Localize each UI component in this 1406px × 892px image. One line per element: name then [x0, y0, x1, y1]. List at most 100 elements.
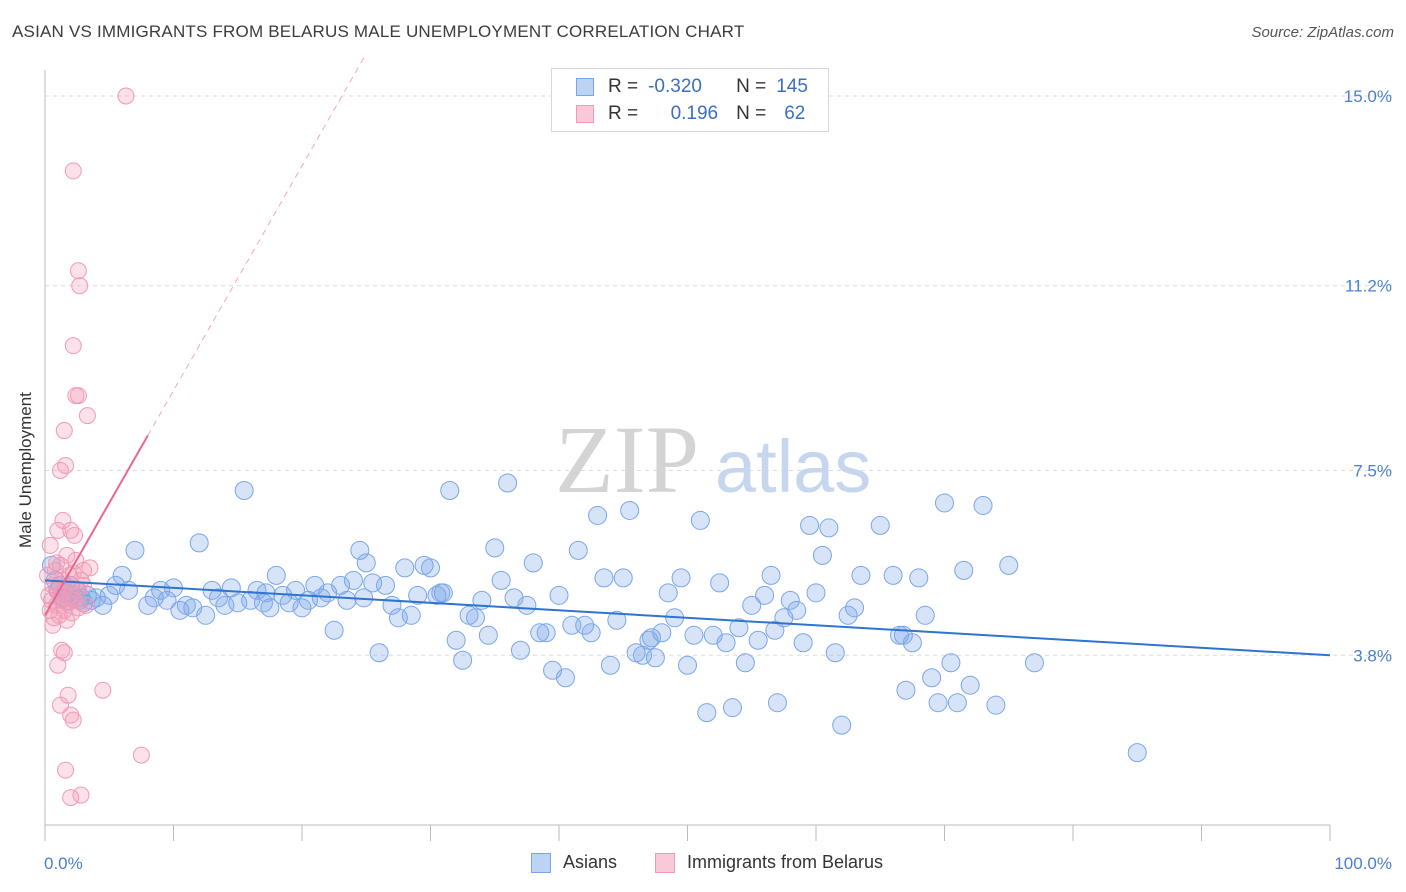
asian-point: [767, 693, 787, 713]
source-label: Source: ZipAtlas.com: [1251, 24, 1394, 41]
legend-row-belarus: R = 0.196 N = 62: [576, 102, 805, 126]
belarus-point: [81, 559, 99, 577]
asian-point: [446, 630, 466, 650]
bottom-legend-asians-label: Asians: [563, 852, 618, 872]
chart-title: ASIAN VS IMMIGRANTS FROM BELARUS MALE UN…: [12, 22, 745, 41]
asian-point: [292, 598, 312, 618]
belarus-point: [69, 262, 87, 280]
asian-point: [755, 585, 775, 605]
asian-point: [208, 588, 228, 608]
legend-r-value: 0.196: [670, 103, 719, 124]
asian-point: [234, 480, 254, 500]
asian-point: [742, 595, 762, 615]
belarus-point: [71, 277, 89, 295]
asian-point: [568, 540, 588, 560]
asian-point: [870, 515, 890, 535]
asian-point: [440, 480, 460, 500]
asian-point: [395, 558, 415, 578]
asian-point: [928, 693, 948, 713]
asian-point: [401, 605, 421, 625]
asian-point: [588, 505, 608, 525]
asian-point: [607, 610, 627, 630]
legend-swatch-asians: [576, 78, 594, 96]
asian-point: [671, 568, 691, 588]
asian-point: [431, 583, 451, 603]
belarus-point: [64, 711, 82, 729]
belarus-point: [66, 526, 84, 544]
asian-point: [421, 558, 440, 578]
belarus-point: [41, 536, 59, 554]
correlation-legend: R = -0.320 N = 145 R = 0.196 N = 62: [551, 68, 829, 132]
legend-n-label: N =: [736, 76, 767, 97]
asian-point: [1127, 743, 1147, 763]
asian-point: [947, 693, 967, 713]
asian-point: [658, 583, 678, 603]
asian-point: [575, 615, 595, 635]
asian-point: [832, 715, 852, 735]
asian-point: [678, 655, 697, 675]
belarus-point: [64, 162, 82, 180]
belarus-point: [69, 387, 87, 405]
legend-r-label: R =: [608, 76, 639, 97]
asian-point: [722, 698, 742, 718]
asian-point: [909, 568, 929, 588]
asian-point: [825, 643, 845, 663]
asian-point: [690, 510, 710, 530]
asian-point: [350, 540, 370, 560]
asian-point: [960, 675, 980, 695]
asian-point: [765, 620, 785, 640]
asians-points: [41, 473, 1147, 763]
asian-point: [838, 605, 858, 625]
asian-point: [845, 598, 865, 618]
asian-point: [549, 585, 569, 605]
belarus-point: [72, 786, 90, 804]
asian-point: [510, 640, 530, 660]
asian-point: [485, 538, 505, 558]
belarus-point: [78, 407, 96, 425]
asian-point: [973, 495, 993, 515]
asian-point: [652, 623, 672, 643]
asian-point: [498, 473, 518, 493]
asian-point: [356, 553, 376, 573]
asian-point: [999, 555, 1019, 575]
asian-point: [1024, 653, 1044, 673]
belarus-points: [39, 87, 150, 807]
asian-point: [806, 583, 826, 603]
y-tick-label: 3.8%: [1353, 646, 1392, 665]
belarus-point: [132, 746, 150, 764]
asian-point: [729, 618, 749, 638]
asian-point: [800, 515, 820, 535]
asian-point: [896, 680, 916, 700]
belarus-trend-line: [44, 435, 149, 616]
belarus-point: [53, 641, 71, 659]
asian-point: [941, 653, 961, 673]
asian-point: [453, 650, 473, 670]
asian-point: [893, 625, 913, 645]
asian-point: [922, 668, 942, 688]
asian-point: [600, 655, 620, 675]
asian-point: [613, 568, 633, 588]
legend-row-asians: R = -0.320 N = 145: [576, 75, 808, 99]
bottom-legend-belarus: Immigrants from Belarus: [655, 852, 883, 873]
asian-point: [761, 565, 781, 585]
asian-point: [594, 568, 614, 588]
bottom-legend-belarus-label: Immigrants from Belarus: [687, 852, 884, 872]
asian-point: [369, 643, 389, 663]
asian-point: [935, 493, 954, 513]
asian-point: [581, 623, 601, 643]
asian-point: [716, 633, 736, 653]
asian-point: [530, 623, 550, 643]
belarus-trend-extension: [147, 53, 367, 436]
x-tick-label: 100.0%: [1334, 854, 1392, 873]
asian-point: [196, 605, 216, 625]
trend-lines: [44, 53, 1331, 657]
belarus-point: [49, 521, 67, 539]
bottom-legend-asians: Asians: [531, 852, 617, 873]
asian-point: [138, 595, 158, 615]
asian-point: [125, 540, 145, 560]
asian-point: [735, 653, 755, 673]
asian-point: [697, 703, 717, 723]
y-tick-label: 15.0%: [1344, 87, 1392, 106]
asian-point: [343, 570, 363, 590]
